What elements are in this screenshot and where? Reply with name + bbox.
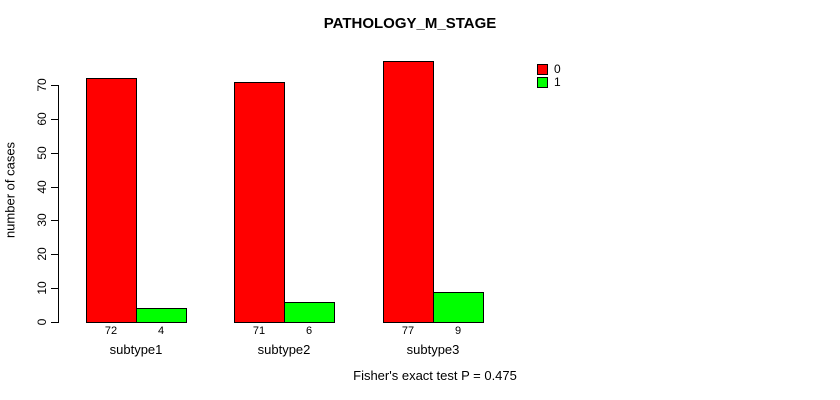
bar-value-label: 77 — [401, 325, 415, 337]
y-tick-label: 50 — [35, 146, 49, 160]
bar-subtype3-series-0 — [383, 61, 434, 323]
category-label-subtype3: subtype3 — [406, 342, 460, 357]
y-tick-label: 60 — [35, 112, 49, 126]
chart-title: PATHOLOGY_M_STAGE — [323, 15, 497, 32]
y-tick-label: 0 — [35, 318, 49, 326]
y-tick-label: 30 — [35, 213, 49, 228]
bar-subtype1-series-0 — [86, 78, 137, 323]
bar-subtype2-series-1 — [284, 301, 335, 323]
category-label-subtype2: subtype2 — [257, 342, 311, 357]
legend-swatch-1 — [537, 77, 548, 88]
legend-row-1: 1 — [537, 76, 561, 89]
y-tick-label: 20 — [35, 247, 49, 261]
bar-subtype2-series-0 — [234, 81, 285, 323]
y-tick-mark — [51, 322, 58, 323]
y-tick-mark — [51, 186, 58, 188]
y-tick-mark — [51, 118, 58, 120]
bar-value-label: 71 — [252, 325, 266, 337]
legend-swatch-0 — [537, 64, 548, 75]
y-tick-label: 70 — [35, 78, 49, 92]
y-tick-mark — [51, 254, 58, 256]
y-axis-line — [58, 85, 59, 323]
y-tick-label: 10 — [35, 281, 49, 295]
y-axis-label: number of cases — [2, 141, 18, 239]
statistical-test-note: Fisher's exact test P = 0.475 — [353, 368, 517, 383]
bar-subtype3-series-1 — [433, 291, 484, 323]
bar-subtype1-series-1 — [136, 308, 187, 323]
y-tick-mark — [51, 288, 58, 290]
category-label-subtype1: subtype1 — [109, 342, 163, 357]
y-tick-label: 40 — [35, 179, 49, 194]
bar-value-label: 9 — [454, 325, 462, 337]
y-tick-mark — [51, 220, 58, 222]
legend-label: 0 — [554, 62, 561, 76]
bar-value-label: 6 — [305, 325, 313, 337]
bar-value-label: 4 — [157, 325, 165, 337]
y-tick-mark — [51, 84, 58, 86]
legend-row-0: 0 — [537, 63, 561, 76]
y-tick-mark — [51, 152, 58, 154]
bar-value-label: 72 — [104, 325, 118, 337]
legend-label: 1 — [554, 75, 561, 89]
